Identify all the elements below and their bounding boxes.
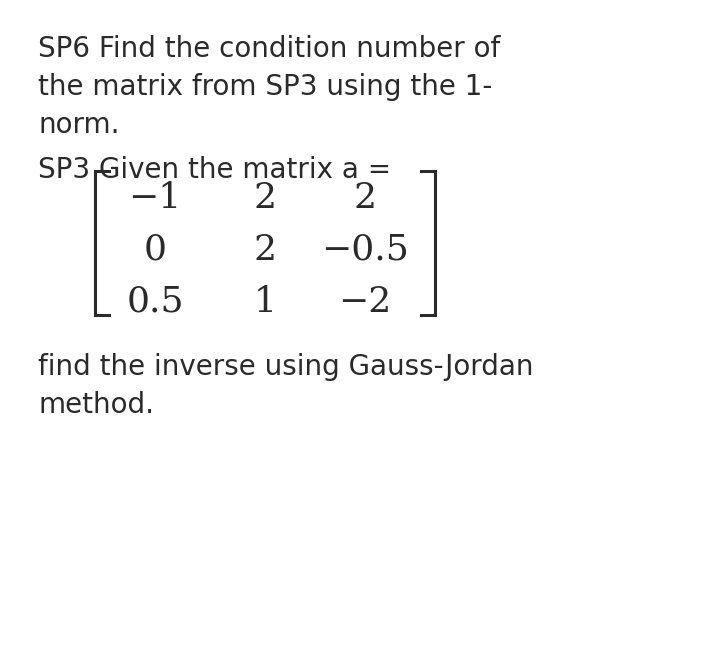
Text: 0: 0 — [144, 233, 166, 267]
Text: SP3 Given the matrix a =: SP3 Given the matrix a = — [38, 156, 391, 184]
Text: 2: 2 — [254, 181, 276, 215]
Text: the matrix from SP3 using the 1-: the matrix from SP3 using the 1- — [38, 73, 492, 101]
Text: SP6 Find the condition number of: SP6 Find the condition number of — [38, 35, 501, 63]
Text: method.: method. — [38, 391, 154, 419]
Text: −2: −2 — [338, 285, 391, 319]
Text: 2: 2 — [254, 233, 276, 267]
Text: find the inverse using Gauss-Jordan: find the inverse using Gauss-Jordan — [38, 353, 534, 381]
Text: 1: 1 — [254, 285, 276, 319]
Text: −1: −1 — [128, 181, 182, 215]
Text: −0.5: −0.5 — [321, 233, 409, 267]
Text: 0.5: 0.5 — [126, 285, 184, 319]
Text: norm.: norm. — [38, 111, 120, 139]
Text: 2: 2 — [353, 181, 376, 215]
